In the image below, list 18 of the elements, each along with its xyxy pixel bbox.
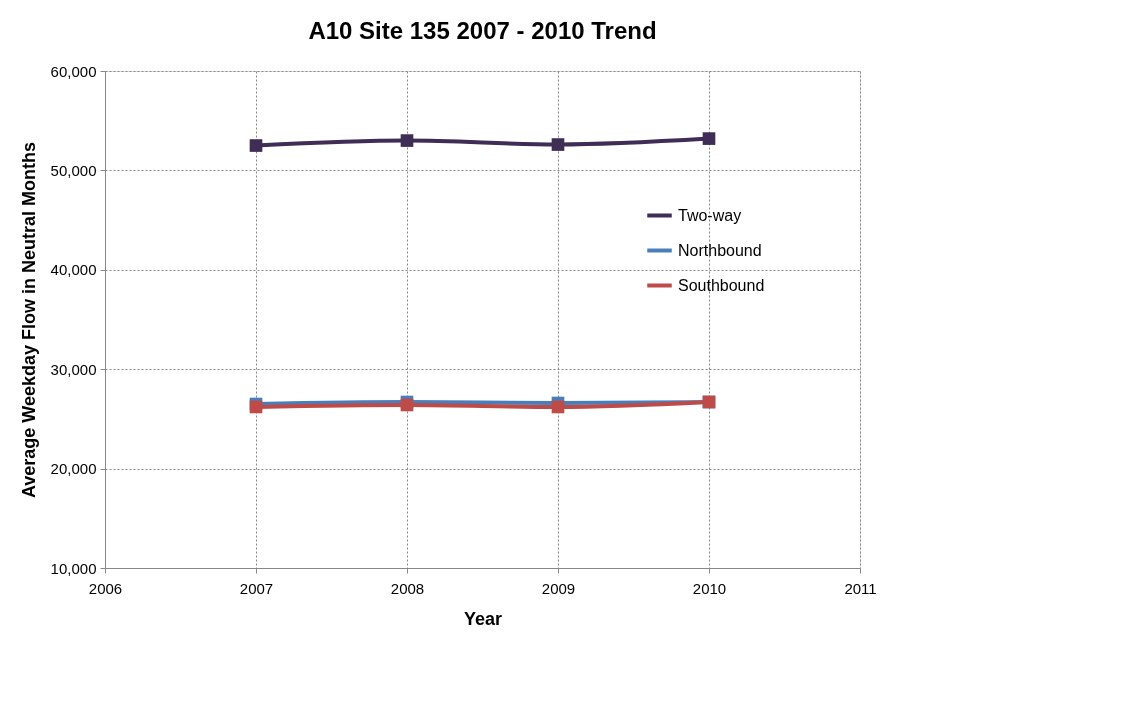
x-tick-label: 2008 (390, 579, 425, 597)
y-axis-title: Average Weekday Flow in Neutral Months (18, 141, 39, 499)
x-tick-label: 2009 (541, 579, 576, 597)
y-tick-label: 30,000 (50, 360, 97, 378)
x-tick-label: 2010 (692, 579, 727, 597)
chart-title: A10 Site 135 2007 - 2010 Trend (308, 17, 657, 44)
x-tick-label: 2006 (88, 579, 123, 597)
legend-label: Two-way (678, 206, 742, 224)
x-axis-title: Year (463, 608, 503, 629)
y-tick-label: 50,000 (50, 161, 97, 179)
y-tick-label: 10,000 (50, 559, 97, 577)
y-tick-label: 20,000 (50, 460, 97, 478)
legend-label: Northbound (678, 241, 762, 259)
y-tick-label: 40,000 (50, 261, 97, 279)
x-tick-label: 2011 (844, 579, 877, 597)
legend-label: Southbound (678, 276, 765, 294)
x-tick-label: 2007 (239, 579, 274, 597)
y-tick-label: 60,000 (50, 62, 97, 80)
